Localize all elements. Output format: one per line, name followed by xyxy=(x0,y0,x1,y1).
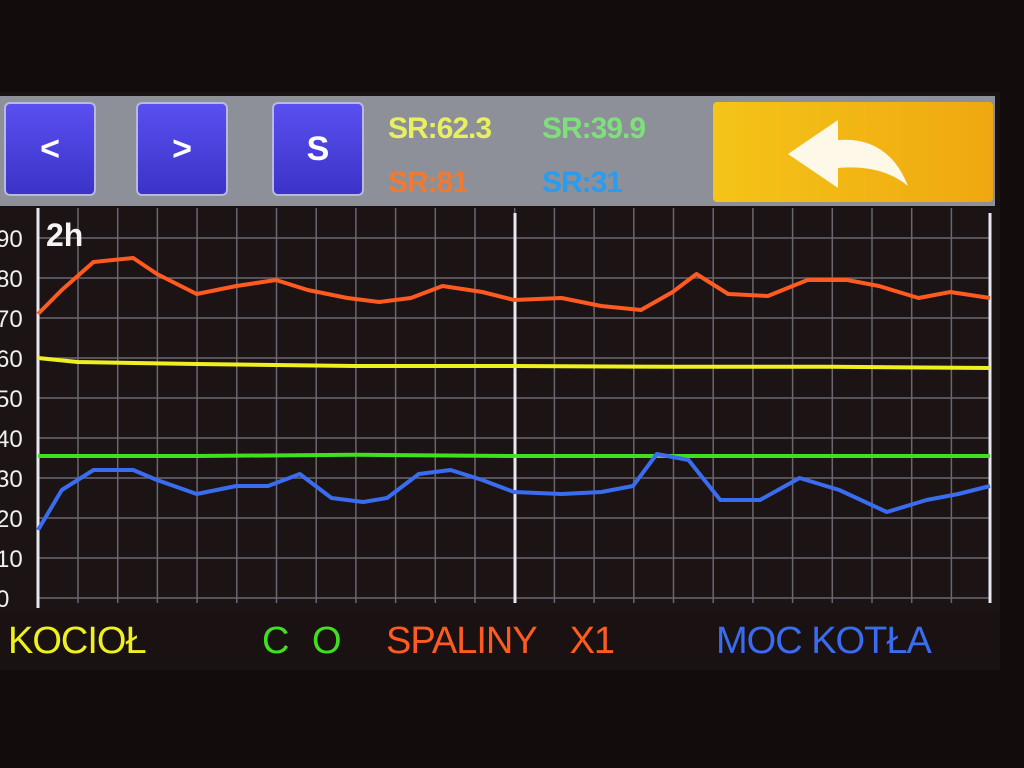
legend-kociol: KOCIOŁ xyxy=(8,620,147,662)
series-line-kocioł xyxy=(37,356,991,370)
y-tick-label: 60 xyxy=(0,346,23,373)
series-line-c-o xyxy=(38,452,990,458)
previous-button[interactable]: < xyxy=(4,102,96,196)
next-button[interactable]: > xyxy=(136,102,228,196)
y-tick-label: 30 xyxy=(0,466,23,493)
series-line-spaliny-x1 xyxy=(36,256,991,316)
legend-moc-kotla: MOC KOTŁA xyxy=(716,620,932,662)
y-tick-label: 90 xyxy=(0,226,23,253)
series-line-moc-kotła xyxy=(36,452,991,532)
legend-spaliny: SPALINY X1 xyxy=(386,620,615,662)
sr-moc: SR:31 xyxy=(542,166,623,199)
y-tick-label: 0 xyxy=(0,586,9,613)
sr-kociol: SR:62.3 xyxy=(388,112,492,145)
y-tick-label: 10 xyxy=(0,546,23,573)
y-tick-label: 50 xyxy=(0,386,23,413)
sr-spaliny: SR:81 xyxy=(388,166,469,199)
period-label: 2h xyxy=(46,217,83,253)
toolbar: < > S SR:62.3 SR:39.9 SR:81 SR:31 xyxy=(0,96,995,206)
back-arrow-icon xyxy=(788,120,908,188)
chart: 90 80 70 60 50 40 30 20 10 0 2h xyxy=(0,208,1000,613)
sr-co: SR:39.9 xyxy=(542,112,646,145)
back-button[interactable] xyxy=(713,102,993,202)
y-tick-label: 20 xyxy=(0,506,23,533)
plot-background xyxy=(0,208,1000,613)
y-tick-label: 40 xyxy=(0,426,23,453)
y-tick-label: 80 xyxy=(0,266,23,293)
y-tick-label: 70 xyxy=(0,306,23,333)
s-button[interactable]: S xyxy=(272,102,364,196)
legend-co: C O xyxy=(262,620,348,662)
